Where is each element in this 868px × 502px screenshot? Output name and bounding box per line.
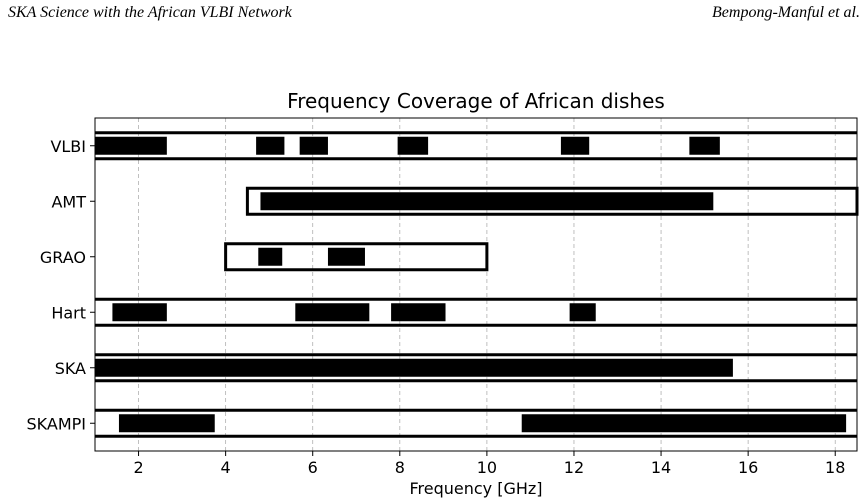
y-tick-label: Hart [51, 303, 86, 322]
frequency-band [391, 303, 446, 322]
frequency-band [112, 303, 167, 322]
x-tick-label: 4 [221, 458, 231, 477]
frequency-band [256, 136, 285, 155]
grid-layer [138, 118, 836, 451]
x-tick-label: 14 [651, 458, 671, 477]
plot-frame [94, 117, 858, 452]
frequency-band [569, 303, 596, 322]
x-tick-label: 2 [133, 458, 143, 477]
frequency-band [118, 414, 215, 433]
x-tick-label: 8 [395, 458, 405, 477]
range-box [224, 242, 489, 272]
running-header-left: SKA Science with the African VLBI Networ… [8, 4, 292, 21]
y-tick-label: AMT [51, 192, 86, 211]
bars-layer [95, 131, 859, 438]
frequency-band [689, 136, 720, 155]
frequency-band [260, 192, 714, 211]
y-tick-label: GRAO [40, 248, 86, 267]
x-tick-label: 18 [825, 458, 845, 477]
chart-title: Frequency Coverage of African dishes [287, 89, 665, 113]
frequency-band [560, 136, 590, 155]
frequency-band [299, 136, 328, 155]
frequency-band [258, 247, 283, 266]
frequency-band [95, 136, 167, 155]
frequency-band [295, 303, 370, 322]
y-tick-label: VLBI [50, 137, 86, 156]
x-tick-label: 10 [477, 458, 497, 477]
y-tick-label: SKA [55, 359, 86, 378]
x-tick-label: 6 [308, 458, 318, 477]
x-tick-label: 16 [738, 458, 758, 477]
frequency-band [327, 247, 365, 266]
frequency-band [95, 358, 733, 377]
axes-layer: VLBI AMT GRAO Hart SKA SKAMPI 2 4 6 8 10 12 14 16 18 [27, 117, 858, 477]
y-tick-label: SKAMPI [27, 414, 86, 433]
x-tick-label: 12 [564, 458, 584, 477]
running-header-right: Bempong-Manful et al. [712, 4, 860, 21]
x-axis-label: Frequency [GHz] [409, 479, 542, 498]
frequency-band [521, 414, 847, 433]
frequency-band [397, 136, 429, 155]
